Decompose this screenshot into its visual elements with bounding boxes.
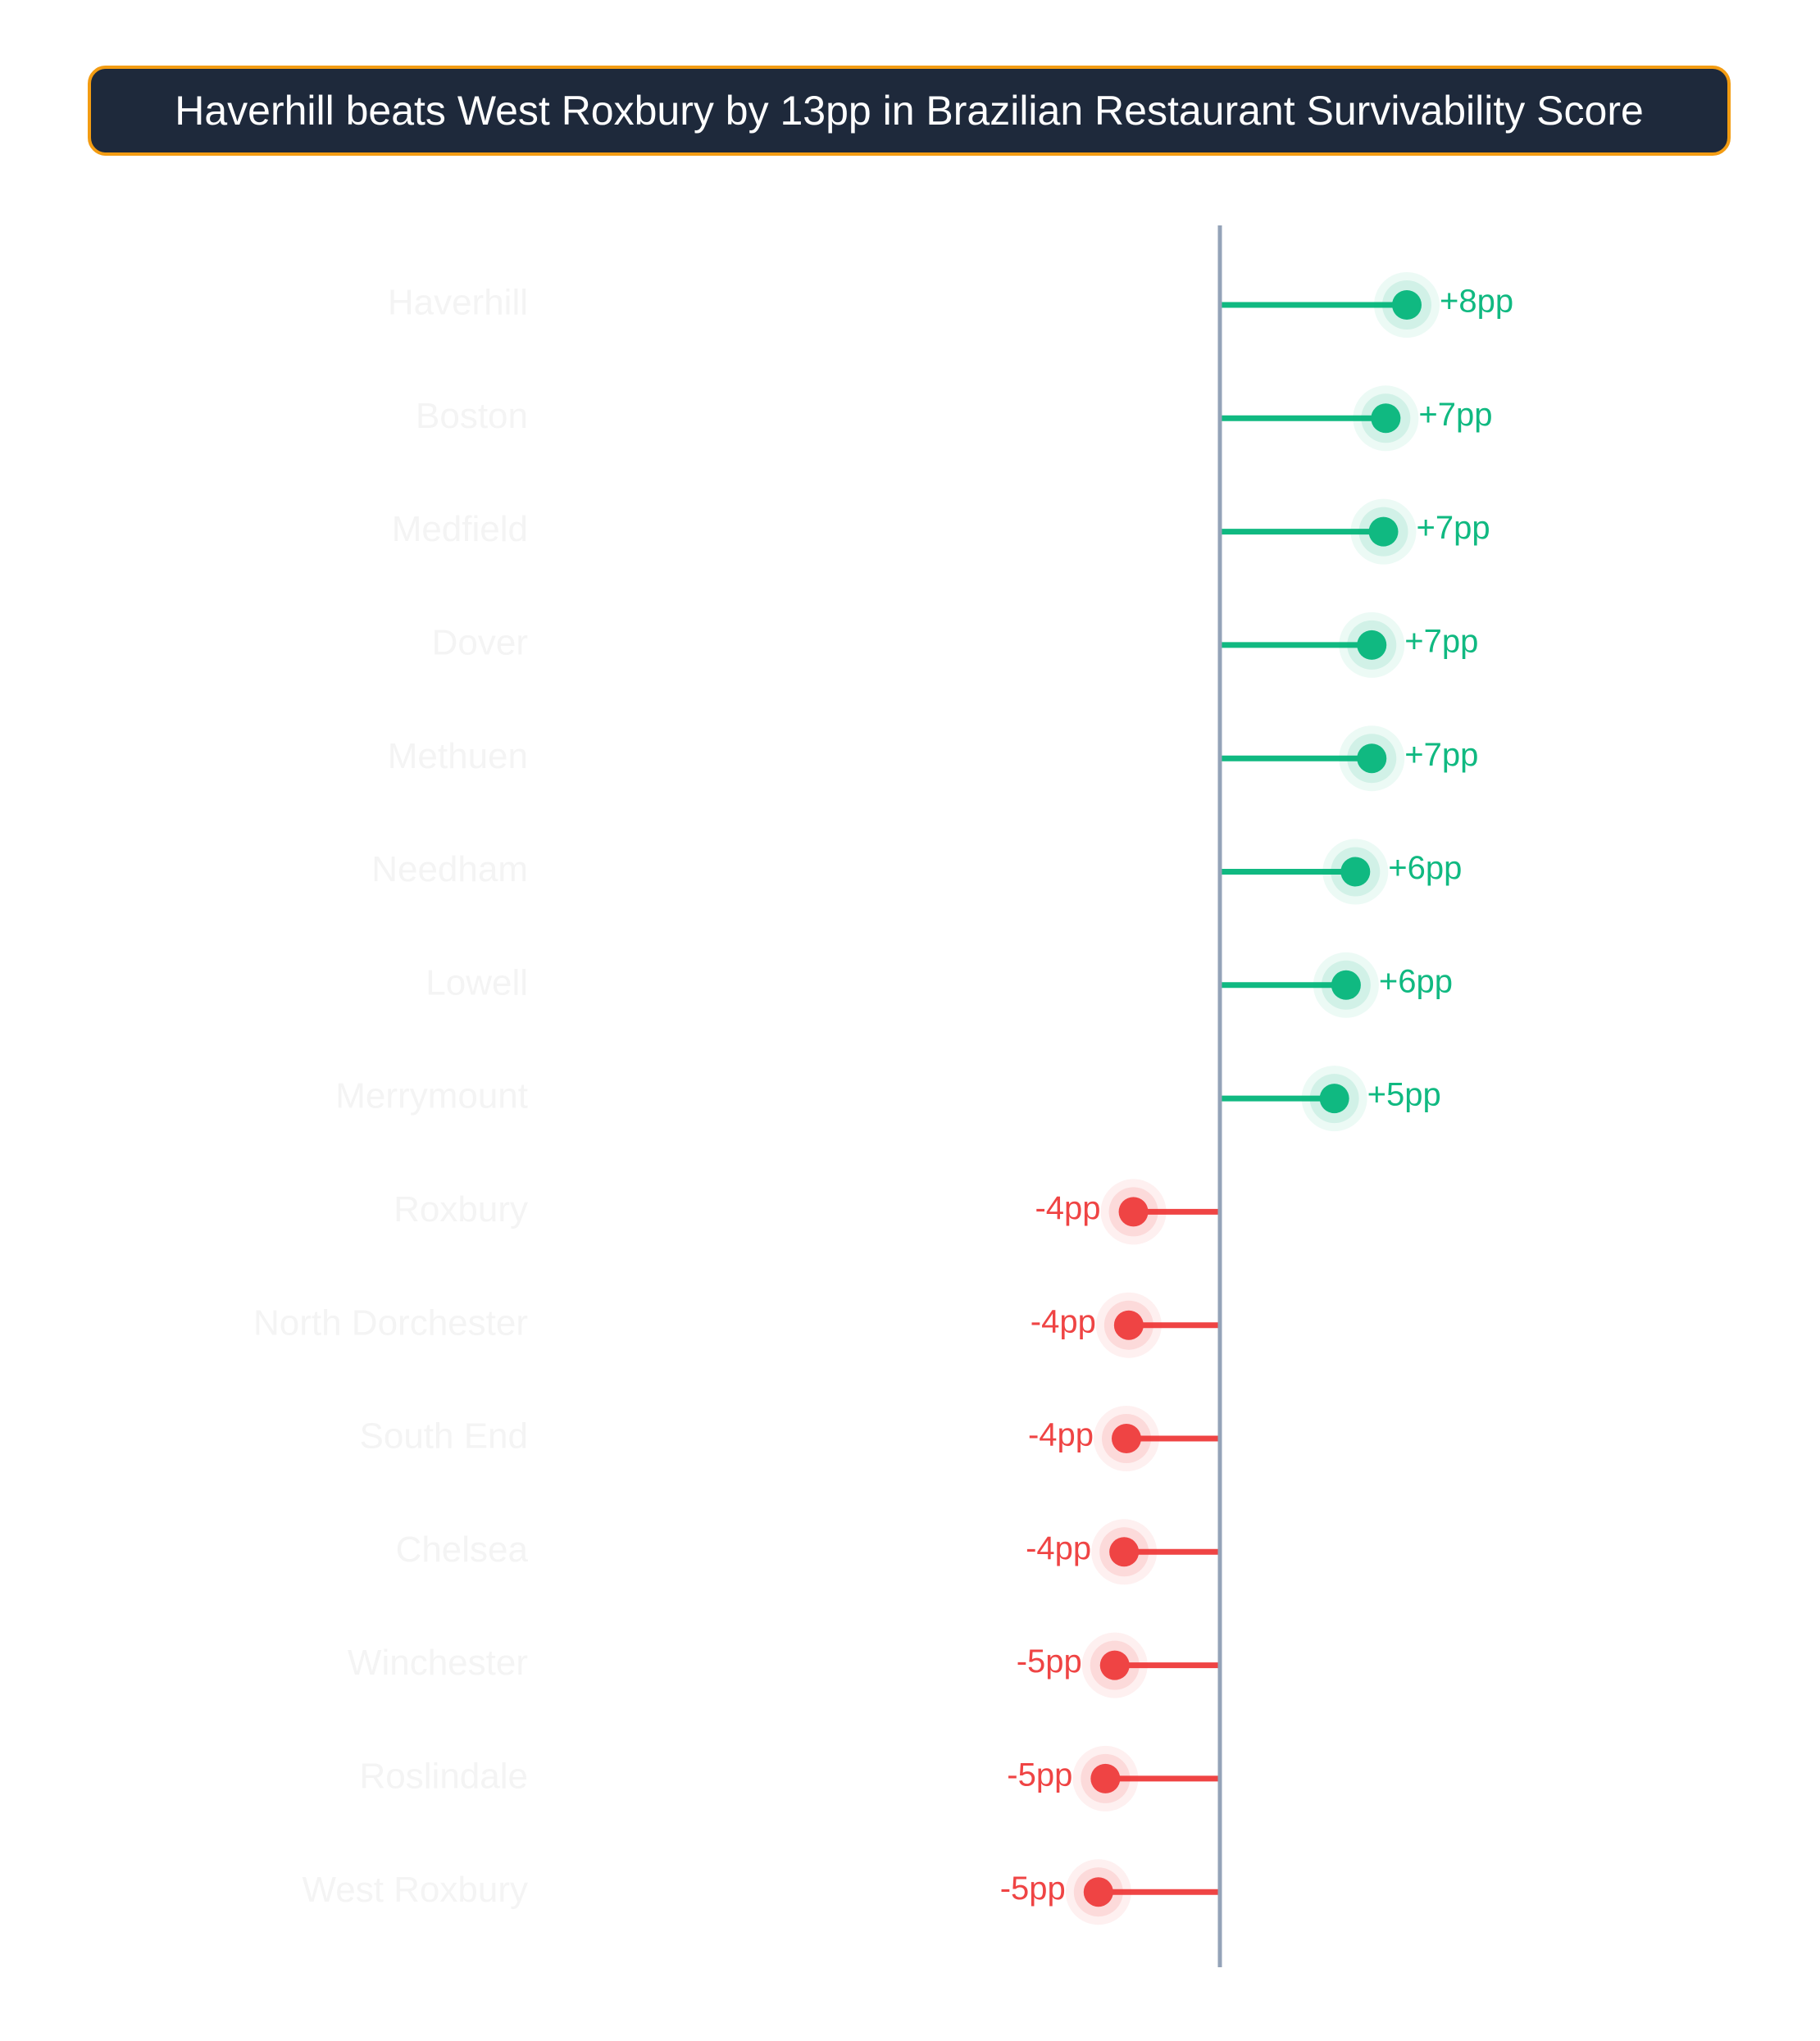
category-label: Needham (371, 849, 528, 889)
category-label: Roxbury (394, 1189, 528, 1230)
category-label: West Roxbury (303, 1870, 529, 1910)
category-label: Chelsea (396, 1530, 529, 1570)
lollipop-dot (1357, 743, 1387, 774)
value-label: -5pp (1000, 1871, 1066, 1907)
category-label: Roslindale (360, 1757, 528, 1797)
lollipop-dot (1319, 1084, 1349, 1114)
lollipop-dot (1113, 1310, 1144, 1340)
row-west-roxbury: West Roxbury -5pp (303, 1859, 1220, 1925)
value-label: +7pp (1404, 737, 1478, 773)
value-label: +5pp (1367, 1077, 1441, 1113)
lollipop-dot (1112, 1424, 1141, 1453)
lollipop-dot (1090, 1763, 1121, 1793)
lollipop-dot (1083, 1877, 1113, 1907)
value-label: +6pp (1388, 850, 1462, 886)
value-label: -4pp (1031, 1303, 1096, 1339)
value-label: -5pp (1007, 1757, 1072, 1793)
category-label: Haverhill (388, 283, 528, 323)
row-roslindale: Roslindale -5pp (360, 1745, 1220, 1811)
category-label: Winchester (348, 1643, 528, 1683)
category-label: Boston (416, 396, 528, 436)
row-haverhill: Haverhill +8pp (388, 272, 1513, 338)
category-label: Lowell (425, 962, 528, 1002)
lollipop-dot (1357, 630, 1387, 660)
row-winchester: Winchester -5pp (348, 1632, 1220, 1698)
value-label: +7pp (1417, 510, 1490, 546)
lollipop-dot (1331, 970, 1361, 1000)
category-label: South End (360, 1416, 529, 1457)
row-merrymount: Merrymount +5pp (335, 1066, 1441, 1132)
value-label: +7pp (1418, 397, 1492, 433)
lollipop-dot (1118, 1197, 1149, 1227)
row-lowell: Lowell +6pp (425, 952, 1453, 1018)
row-needham: Needham +6pp (371, 839, 1462, 905)
value-label: +8pp (1440, 284, 1513, 320)
lollipop-dot (1099, 1650, 1130, 1680)
chart-title-box: Haverhill beats West Roxbury by 13pp in … (88, 66, 1731, 156)
row-roxbury: Roxbury -4pp (394, 1179, 1220, 1245)
category-label: North Dorchester (253, 1302, 528, 1343)
row-medfield: Medfield +7pp (392, 498, 1490, 565)
row-methuen: Methuen +7pp (388, 725, 1478, 792)
value-label: -4pp (1026, 1530, 1091, 1566)
value-label: -4pp (1035, 1190, 1100, 1226)
value-label: +6pp (1379, 963, 1453, 999)
category-label: Merrymount (335, 1076, 528, 1116)
lollipop-dot (1340, 857, 1371, 887)
lollipop-dot (1368, 516, 1399, 547)
category-label: Dover (432, 623, 528, 663)
row-boston: Boston +7pp (416, 385, 1492, 452)
category-label: Methuen (388, 736, 528, 776)
lollipop-dot (1392, 290, 1422, 320)
value-label: +7pp (1404, 623, 1478, 659)
row-north-dorchester: North Dorchester -4pp (253, 1292, 1220, 1358)
lollipop-dot (1371, 403, 1401, 434)
chart-title: Haverhill beats West Roxbury by 13pp in … (175, 88, 1644, 134)
row-south-end: South End -4pp (360, 1406, 1220, 1471)
row-dover: Dover +7pp (432, 611, 1478, 678)
lollipop-dot (1109, 1537, 1140, 1567)
category-label: Medfield (392, 509, 528, 549)
value-label: -5pp (1017, 1643, 1082, 1680)
value-label: -4pp (1028, 1417, 1094, 1453)
row-chelsea: Chelsea -4pp (396, 1519, 1220, 1585)
